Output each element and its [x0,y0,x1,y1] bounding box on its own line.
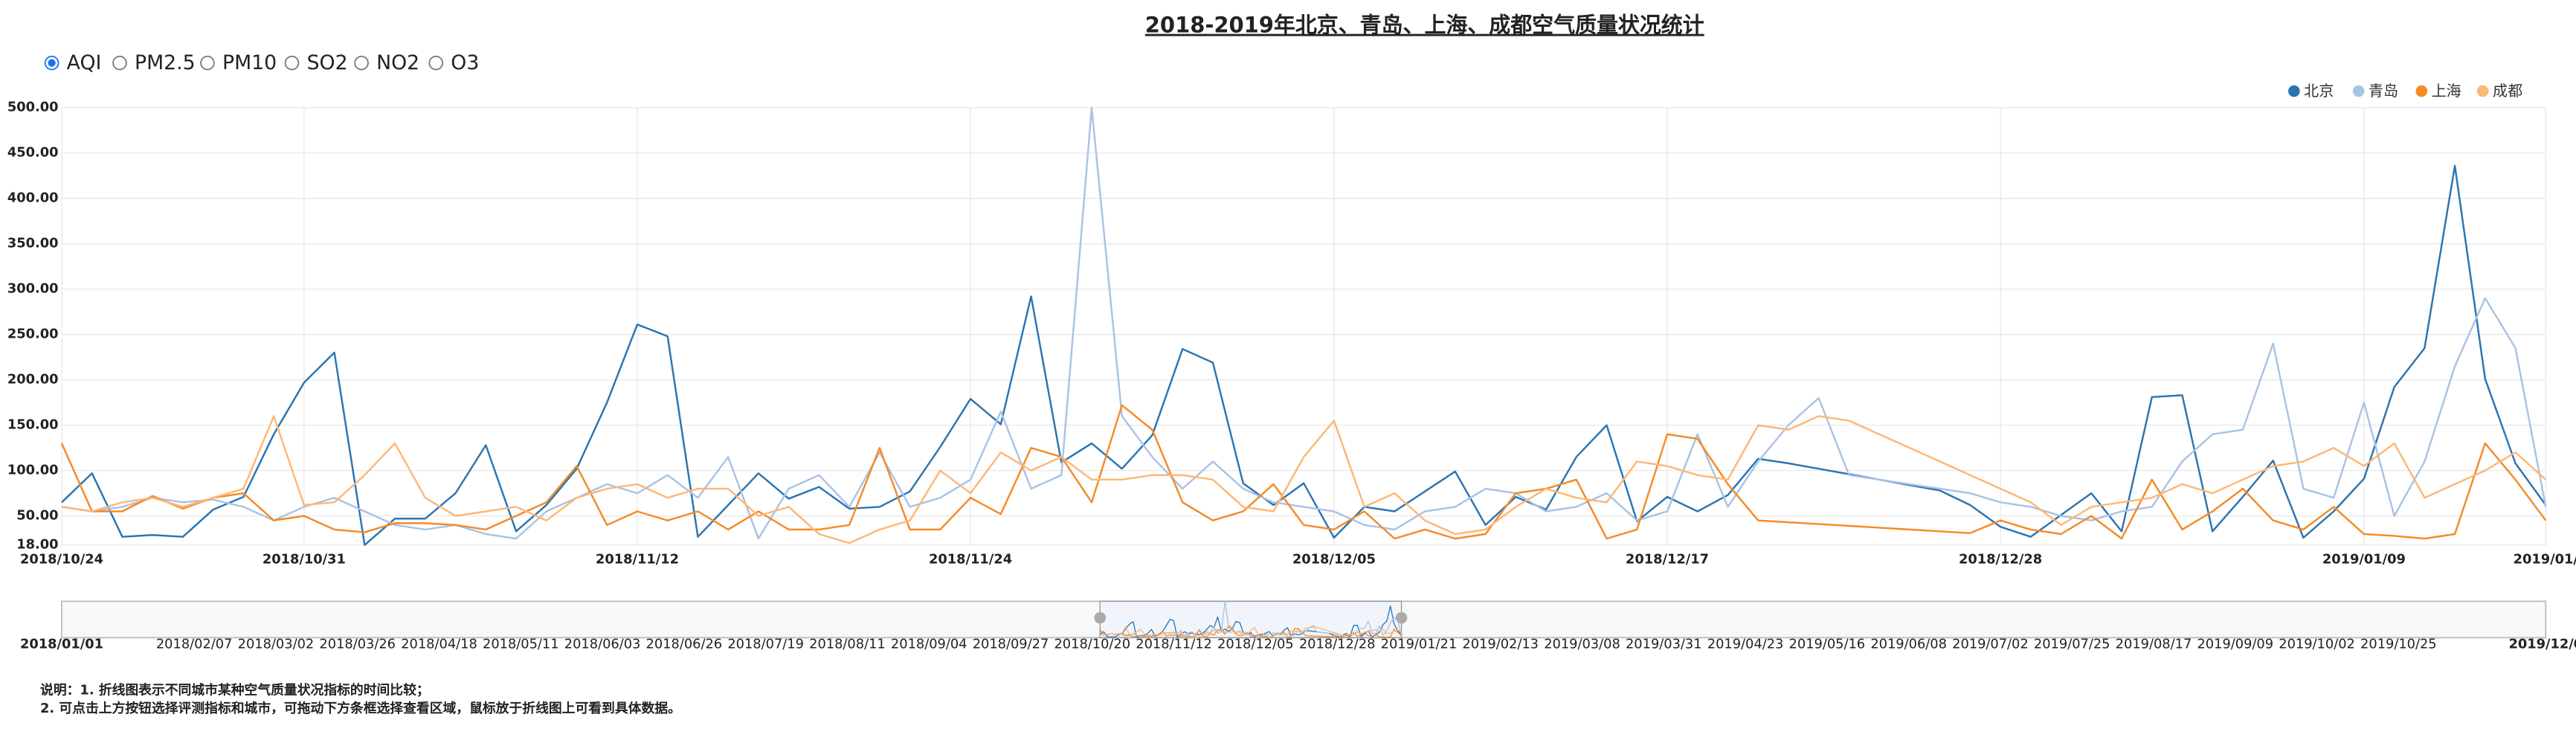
y-tick-label: 450.00 [7,145,59,161]
radio-label[interactable]: PM10 [222,51,277,74]
slider-label: 2018/03/26 [319,636,396,652]
slider-outside [62,601,1101,638]
x-tick-label: 2018/10/31 [263,552,346,568]
y-tick-label: 250.00 [7,327,59,342]
slider-label: 2019/06/08 [1870,636,1947,652]
slider-label: 2019/03/08 [1544,636,1620,652]
slider-label: 2018/11/12 [1136,636,1212,652]
slider-label: 2019/03/31 [1626,636,1702,652]
y-tick-label: 18.00 [16,537,58,553]
legend-label[interactable]: 北京 [2304,82,2334,100]
x-tick-label: 2018/11/24 [929,552,1012,568]
y-tick-label: 150.00 [7,417,59,433]
legend-label[interactable]: 上海 [2432,82,2461,100]
slider-label: 2019/01/21 [1381,636,1458,652]
legend-label[interactable]: 青岛 [2369,82,2398,100]
radio-button[interactable] [200,55,215,71]
slider-label: 2018/12/05 [1217,636,1294,652]
series-line [61,164,2547,546]
slider-label: 2019/10/25 [2360,636,2437,652]
slider-label: 2019/09/09 [2197,636,2273,652]
slider-outside [1401,601,2546,638]
x-tick-label: 2018/12/28 [1959,552,2042,568]
slider-label: 2018/01/01 [20,636,103,652]
y-tick-label: 200.00 [7,372,59,388]
radio-button[interactable] [112,55,127,71]
slider-label: 2018/12/28 [1299,636,1376,652]
slider-label: 2018/04/18 [401,636,477,652]
slider-label: 2019/12/0 [2508,636,2576,652]
slider-mini-line [1100,626,1402,638]
y-tick-label: 400.00 [7,190,59,206]
legend-marker[interactable] [2288,85,2300,97]
radio-dot[interactable] [48,59,56,67]
slider-mini-line [1099,605,1402,639]
y-tick-label: 50.00 [16,508,58,524]
note: 说明：1. 折线图表示不同城市某种空气质量状况指标的时间比较； [40,682,430,698]
y-tick-label: 300.00 [7,281,59,297]
slider-label: 2019/05/16 [1789,636,1866,652]
slider-label: 2019/08/17 [2116,636,2192,652]
slider-label: 2018/09/04 [891,636,967,652]
radio-label[interactable]: AQI [67,51,102,74]
legend-marker[interactable] [2476,85,2489,97]
radio-button[interactable] [354,55,369,71]
legend-label[interactable]: 成都 [2493,82,2522,100]
slider-label: 2018/06/03 [564,636,641,652]
series-line [61,415,2547,544]
slider-label: 2018/02/07 [156,636,233,652]
slider-label: 2018/03/02 [238,636,315,652]
note: 2. 可点击上方按钮选择评测指标和城市，可拖动下方条框选择查看区域，鼠标放于折线… [40,700,681,716]
series-line [61,106,2547,540]
slider-label: 2018/06/26 [646,636,723,652]
radio-button[interactable] [428,55,444,71]
slider-label: 2019/04/23 [1707,636,1784,652]
y-tick-label: 350.00 [7,236,59,251]
radio-label[interactable]: NO2 [376,51,419,74]
slider-label: 2018/05/11 [483,636,559,652]
x-tick-label: 2018/10/24 [20,552,103,568]
slider-label: 2018/10/20 [1054,636,1130,652]
slider-handle[interactable] [1094,611,1107,624]
slider-label: 2019/02/13 [1462,636,1539,652]
slider-label: 2019/10/02 [2279,636,2355,652]
legend-marker[interactable] [2352,85,2365,97]
slider-handle[interactable] [1395,611,1408,624]
radio-label[interactable]: O3 [451,51,479,74]
radio-label[interactable]: PM2.5 [135,51,196,74]
slider-label: 2018/09/27 [973,636,1049,652]
x-tick-label: 2019/01/ [2514,552,2576,568]
slider-label: 2018/07/19 [727,636,804,652]
x-tick-label: 2018/12/17 [1626,552,1709,568]
chart-title: 2018-2019年北京、青岛、上海、成都空气质量状况统计 [1145,13,1704,38]
radio-label[interactable]: SO2 [307,51,348,74]
x-tick-label: 2018/12/05 [1292,552,1376,568]
slider-mini-line [1099,626,1402,638]
slider-label: 2018/08/11 [809,636,886,652]
legend-marker[interactable] [2415,85,2428,97]
y-tick-label: 500.00 [7,100,59,115]
x-tick-label: 2018/11/12 [596,552,679,568]
x-tick-label: 2019/01/09 [2322,552,2406,568]
slider-label: 2019/07/02 [1952,636,2029,652]
y-tick-label: 100.00 [7,463,59,478]
slider-label: 2019/07/25 [2034,636,2110,652]
series-line [60,404,2547,540]
radio-button[interactable] [284,55,300,71]
